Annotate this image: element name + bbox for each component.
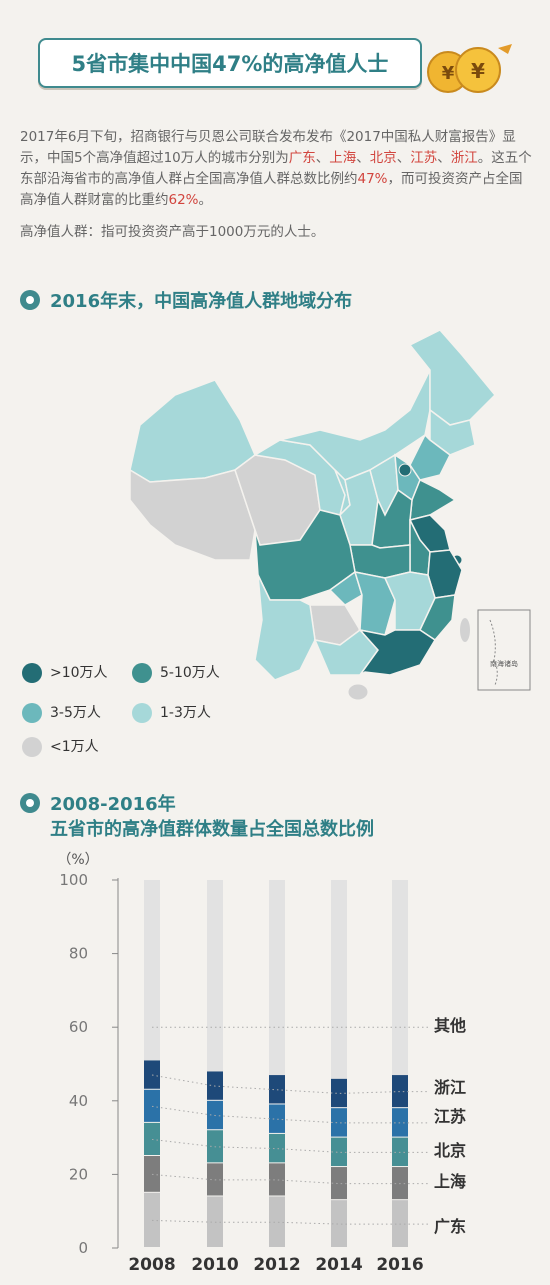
- x-tick-label: 2010: [191, 1255, 238, 1275]
- legend-item: <1万人: [22, 736, 99, 757]
- bar-segment-2008-浙江: [144, 1060, 160, 1089]
- legend-item: >10万人: [22, 662, 108, 683]
- bar-segment-2012-上海: [269, 1163, 285, 1196]
- x-tick-label: 2012: [253, 1255, 300, 1275]
- legend-swatch: [22, 663, 42, 683]
- y-tick-label: 60: [69, 1018, 88, 1036]
- definition-text: 高净值人群：指可投资资产高于1000万元的人士。: [20, 224, 325, 240]
- chart-title: 五省市的高净值群体数量占全国总数比例: [50, 819, 374, 840]
- page-title: 5省市集中中国47%的高净值人士: [71, 52, 389, 76]
- bar-segment-2012-其他: [269, 880, 285, 1076]
- y-tick-label: 40: [69, 1092, 88, 1110]
- bar-segment-2012-江苏: [269, 1104, 285, 1133]
- bar-segment-2016-浙江: [392, 1075, 408, 1108]
- x-tick-label: 2016: [376, 1255, 423, 1275]
- x-tick-label: 2008: [128, 1255, 175, 1275]
- stacked-bar-chart: （%） 0 20 40 60 80 100 2008 2010 2012 2014 2016 广东 上海 北…: [57, 852, 466, 1275]
- bar-segment-2008-北京: [144, 1122, 160, 1155]
- intro-paragraph: 2017年6月下旬，招商银行与贝恩公司联合发布发布《2017中国私人财富报告》显…: [20, 129, 532, 208]
- x-tick-label: 2014: [315, 1255, 362, 1275]
- bullet-icon: [20, 290, 40, 310]
- bar-segment-2014-北京: [331, 1137, 347, 1167]
- bar-segment-2014-上海: [331, 1167, 347, 1200]
- bar-segment-2008-江苏: [144, 1089, 160, 1122]
- bar-segment-2016-其他: [392, 880, 408, 1076]
- series-connector-北京: [151, 1138, 428, 1153]
- series-connector-上海: [151, 1173, 428, 1185]
- svg-text:¥: ¥: [471, 59, 485, 83]
- y-axis-label: （%）: [57, 852, 98, 868]
- bar-segment-2014-广东: [331, 1200, 347, 1247]
- y-tick-label: 80: [69, 945, 88, 963]
- legend-item: 1-3万人: [132, 702, 211, 723]
- coins-icon: ¥ ¥: [427, 44, 512, 93]
- series-label-其他: 其他: [434, 1016, 466, 1035]
- svg-text:¥: ¥: [442, 63, 455, 84]
- legend-swatch: [22, 737, 42, 757]
- bar-segment-2008-广东: [144, 1192, 160, 1247]
- bar-segment-2012-广东: [269, 1196, 285, 1247]
- series-label-广东: 广东: [434, 1217, 466, 1236]
- bar-segment-2014-其他: [331, 880, 347, 1079]
- bar-segment-2014-浙江: [331, 1078, 347, 1108]
- series-connector-江苏: [151, 1105, 428, 1124]
- china-map: 南海诸岛: [129, 330, 531, 701]
- legend-item: 5-10万人: [132, 662, 220, 683]
- legend-item: 3-5万人: [22, 702, 101, 723]
- series-label-江苏: 江苏: [434, 1107, 466, 1126]
- bullet-icon: [20, 793, 40, 813]
- bar-segment-2012-北京: [269, 1133, 285, 1163]
- bar-segment-2008-其他: [144, 880, 160, 1061]
- series-label-北京: 北京: [434, 1141, 466, 1160]
- series-label-浙江: 浙江: [434, 1078, 466, 1097]
- y-tick-label: 100: [59, 871, 88, 889]
- y-tick-label: 20: [69, 1165, 88, 1183]
- legend-swatch: [22, 703, 42, 723]
- bar-segment-2010-其他: [207, 880, 223, 1072]
- bar-segment-2008-上海: [144, 1156, 160, 1192]
- bar-segment-2014-江苏: [331, 1108, 347, 1137]
- series-connector-广东: [151, 1219, 428, 1225]
- inset-label: 南海诸岛: [490, 659, 518, 668]
- title-banner: 5省市集中中国47%的高净值人士: [38, 38, 422, 88]
- legend-swatch: [132, 703, 152, 723]
- series-label-上海: 上海: [434, 1172, 466, 1191]
- series-connector-浙江: [151, 1074, 428, 1094]
- y-tick-label: 0: [78, 1239, 88, 1257]
- legend-swatch: [132, 663, 152, 683]
